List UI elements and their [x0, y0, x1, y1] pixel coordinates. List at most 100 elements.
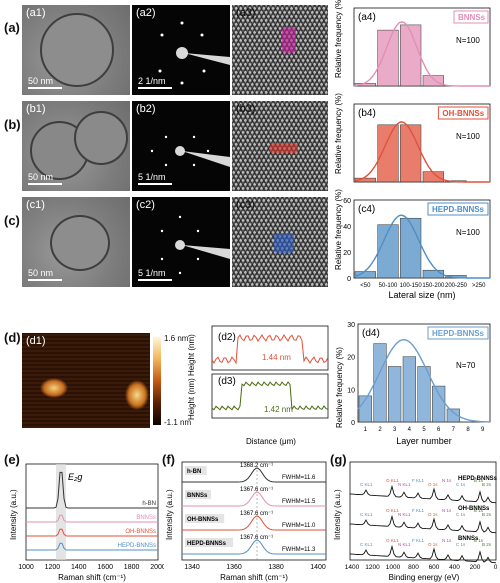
lattice-highlight	[274, 233, 294, 253]
fwhm-value: FWHM=11.3	[282, 547, 316, 553]
saed-label: (b2)	[136, 103, 156, 115]
peak-annotation: B 2s	[482, 542, 492, 547]
series-label: OH-BNNSs	[187, 517, 219, 523]
series-label-box	[185, 490, 211, 499]
x-tick-label: 9	[481, 427, 485, 433]
peak-annotation: C 1s	[456, 482, 466, 487]
scale-bar: 50 nm	[28, 268, 62, 281]
y-tick-label: 40	[343, 224, 351, 231]
peak-annotation: B 1s	[474, 478, 484, 483]
series-label: HEPD-BNNSs	[458, 476, 498, 482]
peak-annotation: N KL1	[398, 512, 411, 517]
row-label-f: (f)	[162, 452, 175, 467]
peak-annotation: C KL1	[360, 512, 373, 517]
legend-box	[427, 326, 489, 340]
hrtem-label: (a3)	[236, 7, 256, 19]
peak-annotation: O KL1	[386, 508, 399, 513]
x-tick-label: 5	[422, 427, 426, 433]
fwhm-value: FWHM=11.6	[282, 475, 316, 481]
peak-annotation: O 1s	[428, 512, 438, 517]
histogram-bar	[354, 177, 376, 183]
afm-label: (d1)	[26, 335, 46, 347]
hrtem-lattice-a3: (a3)	[232, 5, 328, 95]
peak-annotation: B 1s	[474, 508, 484, 513]
peak-annotation: F KL1	[412, 478, 425, 483]
y-tick-label: 30	[347, 322, 355, 329]
fit-curve	[353, 214, 490, 279]
series-label: h-BN	[142, 501, 156, 507]
spectrum-line	[182, 491, 326, 507]
subplot-label: (d4)	[362, 328, 380, 339]
x-tick-label: 800	[408, 564, 419, 571]
x-tick-label: 1400	[345, 564, 360, 571]
sample-count: N=100	[456, 132, 480, 141]
x-tick-label: 2	[378, 427, 382, 433]
spectrum-line	[349, 514, 497, 534]
series-label: BNNSs	[458, 536, 479, 542]
sample-count: N=70	[456, 361, 476, 370]
height-profiles: Height (nm) Height (nm) Distance (μm) (d…	[187, 325, 329, 446]
saed-center	[175, 240, 185, 250]
x-tick-label: <50	[360, 283, 371, 289]
peak-position: 1367.6 cm⁻¹	[240, 487, 273, 493]
saed-pattern-b2: (b2) 5 1/nm	[132, 101, 230, 191]
x-tick-label: >250	[472, 283, 486, 289]
x-tick-label: 1380	[268, 564, 284, 571]
spectrum-line	[349, 544, 497, 564]
series-label-box	[185, 466, 207, 475]
x-tick-label: 50-100	[379, 283, 398, 289]
fit-curve	[357, 338, 491, 423]
x-tick-label: 1000	[386, 564, 401, 571]
y-tick-label: 0	[351, 420, 355, 427]
hrtem-label: (b3)	[236, 103, 256, 115]
legend-label: OH-BNNSs	[442, 109, 484, 118]
x-tick-label: 0	[494, 564, 498, 571]
x-tick-label: 1200	[365, 564, 380, 571]
plot-frame	[25, 463, 159, 561]
fit-curve	[353, 21, 490, 87]
histogram-bar	[400, 217, 422, 279]
hrtem-lattice-b3: (b3)	[232, 101, 328, 191]
tem-particle	[40, 13, 114, 87]
x-tick-label: 1000	[18, 564, 34, 571]
peak-annotation: N KL1	[398, 542, 411, 547]
x-tick-label: 1	[364, 427, 368, 433]
x-tick-label: 1360	[226, 564, 242, 571]
y-tick-label: 60	[343, 198, 351, 205]
legend-box	[453, 10, 489, 24]
saed-label: (a2)	[136, 7, 156, 19]
height-xlabel: Distance (μm)	[246, 437, 296, 446]
x-tick-label: 1400	[71, 564, 87, 571]
series-label: OH-BNNSs	[125, 529, 156, 535]
peak-annotation: B 2s	[482, 482, 492, 487]
series-label-box	[185, 514, 225, 523]
legend-label: HEPD-BNNSs	[432, 329, 485, 338]
series-label: HEPD-BNNSs	[187, 541, 227, 547]
tem-label: (b1)	[26, 103, 46, 115]
subplot-label: (a4)	[358, 12, 376, 23]
x-axis-label: Lateral size (nm)	[388, 290, 455, 300]
x-tick-label: 4	[408, 427, 412, 433]
tem-particle	[74, 111, 128, 165]
spectrum-line	[182, 515, 326, 531]
series-label: BNNSs	[187, 493, 208, 499]
x-axis-label: Layer number	[396, 436, 452, 446]
histogram-bar	[377, 224, 399, 279]
row-label-g: (g)	[330, 452, 347, 467]
saed-svg	[150, 135, 230, 167]
scale-bar: 50 nm	[28, 76, 62, 89]
saed-pattern-c2: (c2) 5 1/nm	[132, 197, 230, 287]
tem-label: (a1)	[26, 7, 46, 19]
scale-bar: 2 1/nm	[138, 76, 172, 89]
legend-box	[437, 106, 489, 120]
x-tick-label: 1340	[184, 564, 200, 571]
height-trace-d2	[211, 334, 329, 365]
spectrum-line	[26, 528, 158, 537]
tem-image-b1: (b1) 50 nm	[22, 101, 130, 191]
lateral-size-histograms: (a4) BNNSs N=100 (b4) OH-BNNSs N=100 (c4) HEPD-…	[334, 0, 491, 300]
histogram-bar	[417, 366, 431, 423]
peak-annotation: O 1s	[428, 542, 438, 547]
beam-stopper	[182, 245, 230, 259]
peak-annotation: O KL1	[386, 478, 399, 483]
